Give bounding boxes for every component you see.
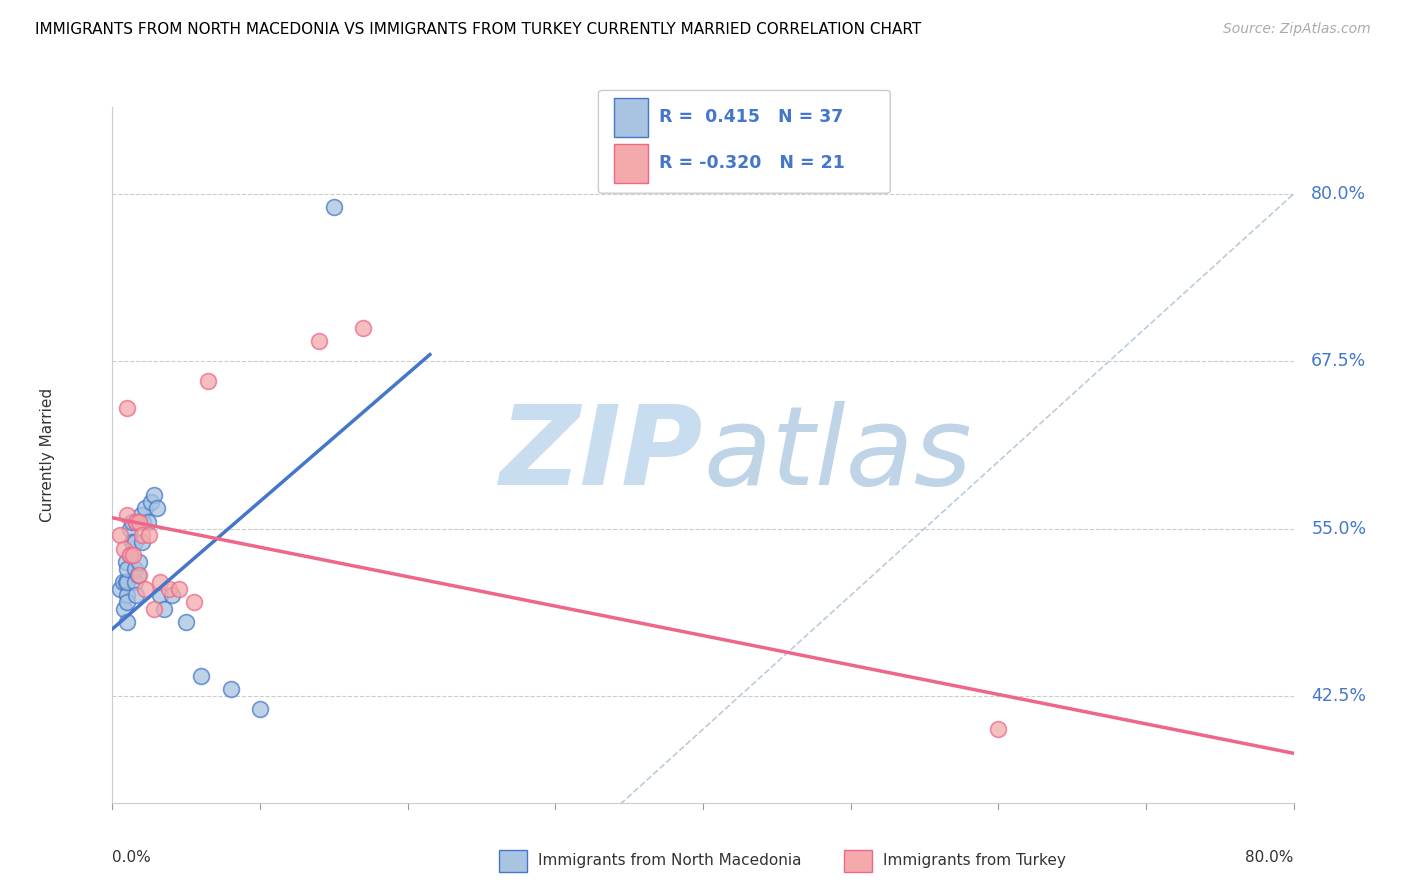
Point	[120, 548, 142, 563]
Point	[112, 602, 135, 616]
Text: R = -0.320   N = 21: R = -0.320 N = 21	[659, 154, 845, 172]
Point	[128, 555, 150, 569]
Point	[987, 723, 1010, 737]
Point	[125, 515, 148, 529]
Point	[122, 548, 145, 563]
Point	[108, 582, 131, 596]
Point	[352, 321, 374, 335]
Point	[112, 541, 135, 556]
Text: ZIP: ZIP	[499, 401, 703, 508]
Text: IMMIGRANTS FROM NORTH MACEDONIA VS IMMIGRANTS FROM TURKEY CURRENTLY MARRIED CORR: IMMIGRANTS FROM NORTH MACEDONIA VS IMMIG…	[35, 22, 921, 37]
Text: 55.0%: 55.0%	[1312, 519, 1367, 538]
Text: Currently Married: Currently Married	[39, 388, 55, 522]
Point	[134, 501, 156, 516]
Point	[249, 702, 271, 716]
Point	[128, 568, 150, 582]
Point	[125, 589, 148, 603]
Text: 80.0%: 80.0%	[1312, 185, 1367, 203]
Text: Immigrants from Turkey: Immigrants from Turkey	[883, 854, 1066, 868]
Point	[117, 589, 138, 603]
Point	[114, 575, 136, 590]
Point	[146, 501, 169, 516]
Text: atlas: atlas	[703, 401, 972, 508]
Point	[124, 562, 146, 576]
Point	[167, 582, 190, 596]
Point	[308, 334, 330, 349]
Text: Immigrants from North Macedonia: Immigrants from North Macedonia	[538, 854, 801, 868]
Point	[117, 575, 138, 590]
Text: 80.0%: 80.0%	[1246, 849, 1294, 864]
Point	[139, 494, 162, 508]
Point	[124, 535, 146, 549]
Text: 67.5%: 67.5%	[1312, 352, 1367, 370]
Text: R =  0.415   N = 37: R = 0.415 N = 37	[659, 109, 844, 127]
Point	[117, 562, 138, 576]
Point	[190, 669, 212, 683]
Point	[128, 515, 150, 529]
Point	[174, 615, 197, 630]
Point	[121, 515, 143, 529]
Point	[120, 521, 142, 535]
Point	[120, 548, 142, 563]
Point	[160, 589, 183, 603]
Point	[121, 535, 143, 549]
Point	[157, 582, 180, 596]
Point	[108, 528, 131, 542]
Point	[132, 515, 155, 529]
Point	[153, 602, 176, 616]
Point	[131, 535, 153, 549]
Point	[124, 575, 146, 590]
Point	[114, 555, 136, 569]
Point	[127, 568, 149, 582]
Point	[149, 589, 172, 603]
Point	[183, 595, 205, 609]
Point	[219, 681, 242, 696]
Point	[125, 515, 148, 529]
Point	[111, 575, 134, 590]
Point	[117, 508, 138, 522]
Text: 0.0%: 0.0%	[112, 849, 152, 864]
Text: Source: ZipAtlas.com: Source: ZipAtlas.com	[1223, 22, 1371, 37]
Point	[197, 375, 219, 389]
Point	[142, 602, 165, 616]
Point	[138, 528, 160, 542]
Point	[142, 488, 165, 502]
Point	[117, 615, 138, 630]
Point	[134, 582, 156, 596]
Text: 42.5%: 42.5%	[1312, 687, 1367, 705]
Point	[117, 401, 138, 416]
Point	[117, 595, 138, 609]
Point	[136, 515, 159, 529]
Point	[129, 508, 152, 522]
Point	[131, 528, 153, 542]
Point	[323, 201, 346, 215]
Point	[149, 575, 172, 590]
